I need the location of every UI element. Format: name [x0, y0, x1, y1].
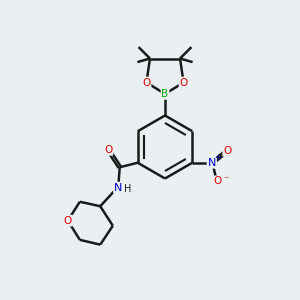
Text: O: O [104, 145, 112, 155]
Text: N: N [208, 158, 216, 168]
Text: O: O [142, 77, 151, 88]
Text: O: O [64, 216, 72, 226]
Text: B: B [161, 89, 169, 99]
Text: ⁻: ⁻ [223, 175, 228, 185]
Text: O: O [179, 77, 188, 88]
Text: +: + [214, 153, 221, 162]
Text: N: N [114, 183, 122, 193]
Text: O: O [223, 146, 232, 156]
Text: H: H [124, 184, 131, 194]
Text: O: O [213, 176, 221, 186]
